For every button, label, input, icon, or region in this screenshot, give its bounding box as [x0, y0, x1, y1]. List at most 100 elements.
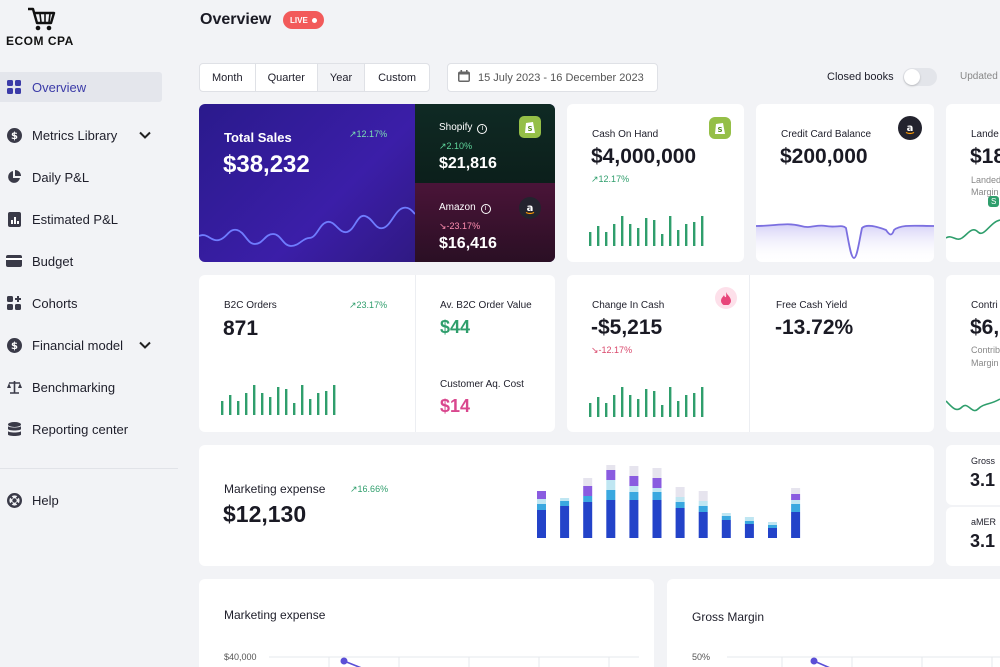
landed-sub1: Landed: [971, 175, 1000, 185]
spark-bar: [317, 393, 320, 415]
spark-bar: [693, 393, 696, 417]
landed-pill: S: [988, 196, 1000, 207]
stack-bar-segment: [698, 501, 708, 506]
b2c-card[interactable]: B2C Orders ↗23.17% 871 Av. B2C Order Val…: [199, 275, 555, 432]
total-sales-value: $38,232: [223, 151, 310, 178]
stack-bar-segment: [652, 492, 662, 500]
marketing-expense-chart-card[interactable]: Marketing expense $40,000: [199, 579, 654, 667]
amer-card[interactable]: aMER 3.1: [946, 507, 1000, 566]
sidebar-item-metrics-library[interactable]: $ Metrics Library: [0, 114, 162, 156]
stack-bar-segment: [560, 501, 570, 506]
contribution-value: $6,: [970, 316, 1000, 339]
spark-bar: [229, 395, 232, 415]
shopify-icon: S: [519, 116, 541, 138]
chevron-down-icon[interactable]: [139, 128, 151, 143]
spark-bar: [301, 385, 304, 415]
stack-bar-segment: [698, 506, 708, 512]
stack-bar-segment: [606, 480, 616, 490]
marketing-expense-card[interactable]: Marketing expense ↗16.66% $12,130: [199, 445, 934, 566]
stack-bar-segment: [560, 498, 570, 501]
gross-card[interactable]: Gross 3.1: [946, 445, 1000, 505]
total-sales-card[interactable]: Total Sales ↗12.17% $38,232 Shopify i S ↗…: [199, 104, 555, 262]
sidebar: ECOM CPA Overview $ Metrics Library Dail…: [0, 0, 178, 667]
tab-quarter[interactable]: Quarter: [256, 64, 318, 91]
amazon-panel[interactable]: Amazon i a ↘-23.17% $16,416: [415, 183, 555, 262]
date-range-picker[interactable]: 15 July 2023 - 16 December 2023: [447, 63, 658, 92]
flame-icon: [715, 287, 737, 309]
spark-bar: [589, 232, 592, 246]
credit-card-card[interactable]: Credit Card Balance a $200,000: [756, 104, 934, 262]
sidebar-item-overview[interactable]: Overview: [0, 72, 162, 102]
contribution-card[interactable]: Contri $6, Contrib Margin: [946, 275, 1000, 432]
spark-bar: [661, 234, 664, 246]
contribution-label: Contri: [971, 300, 998, 311]
spark-bar: [669, 216, 672, 246]
card-divider: [415, 275, 416, 432]
cac-label: Customer Aq. Cost: [440, 379, 524, 390]
stack-bar-segment: [675, 487, 685, 497]
stack-bar-segment: [629, 466, 639, 476]
lifebuoy-icon: [6, 492, 22, 508]
spark-bar: [597, 226, 600, 246]
credit-card-line-chart: [756, 223, 934, 262]
amer-label: aMER: [971, 517, 997, 527]
change-in-cash-card[interactable]: Change In Cash -$5,215 ↘-12.17% Free Cas…: [567, 275, 934, 432]
spark-bar: [261, 393, 264, 415]
amazon-change: ↘-23.17%: [439, 221, 481, 231]
spark-bar: [685, 395, 688, 417]
cash-on-hand-label: Cash On Hand: [592, 129, 659, 140]
sidebar-item-label: Budget: [32, 253, 74, 269]
stack-bar-segment: [652, 478, 662, 488]
landed-label: Lande: [971, 129, 999, 140]
sidebar-item-benchmarking[interactable]: Benchmarking: [0, 366, 162, 408]
stack-bar-segment: [583, 486, 593, 496]
marketing-expense-value: $12,130: [223, 501, 307, 527]
landed-card[interactable]: Lande $18 Landed Margin S: [946, 104, 1000, 262]
shopify-panel[interactable]: Shopify i S ↗2.10% $21,816: [415, 104, 555, 183]
sidebar-item-label: Estimated P&L: [32, 211, 118, 227]
b2c-orders-label: B2C Orders: [224, 300, 277, 311]
contribution-line-chart: [946, 398, 1000, 412]
stack-bar-segment: [629, 500, 639, 538]
stack-bar-segment: [537, 491, 546, 499]
svg-text:$: $: [11, 341, 18, 352]
marketing-stacked-bars: [537, 465, 801, 538]
gross-label: Gross: [971, 456, 996, 466]
tab-year[interactable]: Year: [317, 64, 366, 91]
gross-margin-chart-card[interactable]: Gross Margin 50%: [667, 579, 1000, 667]
sidebar-item-budget[interactable]: Budget: [0, 240, 162, 282]
info-icon[interactable]: i: [480, 204, 491, 214]
sidebar-item-reporting-center[interactable]: Reporting center: [0, 408, 162, 450]
stack-bar-segment: [629, 476, 639, 486]
chevron-down-icon[interactable]: [139, 338, 151, 353]
stack-bar-segment: [583, 496, 593, 502]
sidebar-item-estimated-pl[interactable]: Estimated P&L: [0, 198, 162, 240]
bar-report-icon: [6, 211, 22, 227]
spark-bar: [637, 228, 640, 246]
stack-bar-segment: [698, 491, 708, 501]
brand-name: ECOM CPA: [6, 34, 74, 48]
closed-books-toggle[interactable]: [903, 68, 937, 86]
stack-bar-segment: [560, 506, 570, 538]
sidebar-item-financial-model[interactable]: $ Financial model: [0, 324, 162, 366]
info-icon[interactable]: i: [477, 124, 488, 134]
sidebar-item-daily-pl[interactable]: Daily P&L: [0, 156, 162, 198]
aov-label: Av. B2C Order Value: [440, 300, 532, 311]
sidebar-item-help[interactable]: Help: [0, 479, 162, 521]
tab-custom[interactable]: Custom: [378, 71, 417, 84]
amer-value: 3.1: [970, 531, 996, 551]
marketing-expense-change: ↗16.66%: [350, 484, 389, 494]
sidebar-item-cohorts[interactable]: Cohorts: [0, 282, 162, 324]
cash-on-hand-bars: [589, 216, 704, 246]
live-dot-icon: [311, 17, 317, 23]
spark-bar: [661, 405, 664, 417]
stack-bar-segment: [744, 521, 754, 524]
sidebar-item-label: Cohorts: [32, 295, 78, 311]
spark-bar: [621, 216, 624, 246]
tab-month[interactable]: Month: [200, 64, 256, 91]
cash-on-hand-card[interactable]: Cash On Hand S $4,000,000 ↗12.17%: [567, 104, 744, 262]
spark-bar: [269, 397, 272, 415]
spark-bar: [325, 391, 328, 415]
brand-logo[interactable]: ECOM CPA: [6, 6, 86, 48]
spark-bar: [629, 224, 632, 246]
